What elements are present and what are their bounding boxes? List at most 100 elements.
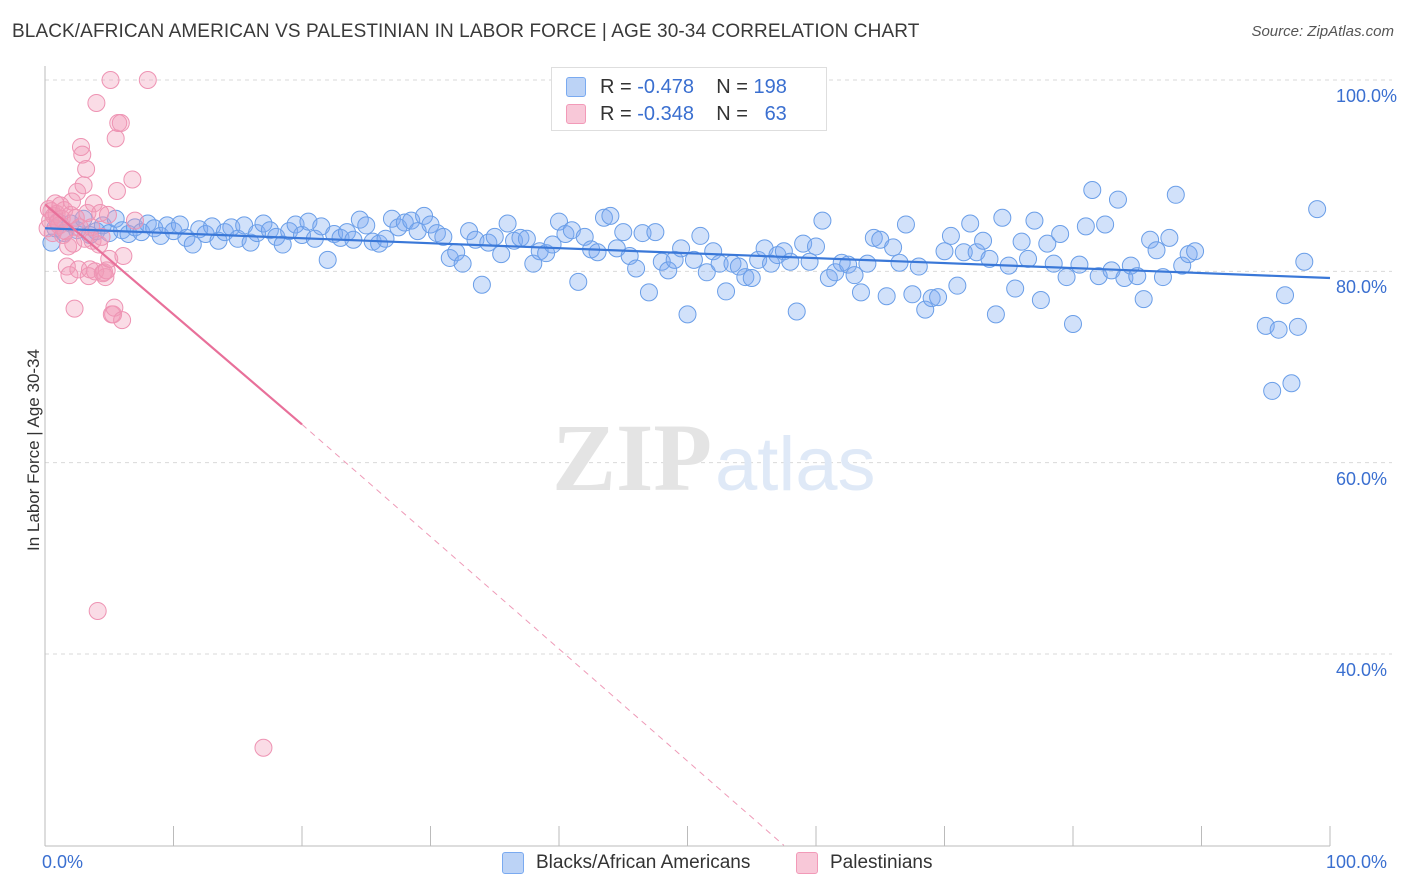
data-point-blacks bbox=[1134, 290, 1153, 309]
data-point-blacks bbox=[697, 263, 716, 282]
data-point-blacks bbox=[639, 283, 658, 302]
legend-n-value: 63 bbox=[764, 102, 787, 125]
data-point-blacks bbox=[851, 283, 870, 302]
legend-swatch-blue bbox=[502, 852, 524, 874]
data-point-blacks bbox=[614, 223, 633, 242]
data-point-blacks bbox=[1282, 374, 1301, 393]
data-point-blacks bbox=[729, 257, 748, 276]
grid-lines bbox=[45, 79, 1392, 655]
data-point-blacks bbox=[941, 226, 960, 245]
data-point-blacks bbox=[890, 253, 909, 272]
data-point-blacks bbox=[1096, 215, 1115, 234]
data-point-blacks bbox=[1031, 291, 1050, 310]
legend-row-blacks: R = -0.478 N = 198 bbox=[566, 74, 787, 100]
data-point-palestinians bbox=[113, 311, 132, 330]
data-point-blacks bbox=[993, 208, 1012, 227]
data-point-palestinians bbox=[65, 299, 84, 318]
legend-n-label: N = bbox=[716, 75, 748, 98]
data-point-blacks bbox=[633, 224, 652, 243]
legend-item-palestinians[interactable]: Palestinians bbox=[796, 852, 932, 874]
data-point-blacks bbox=[1025, 211, 1044, 230]
source-label: Source: ZipAtlas.com bbox=[1251, 23, 1394, 40]
data-point-blacks bbox=[1019, 249, 1038, 268]
data-point-blacks bbox=[1160, 228, 1179, 247]
data-point-palestinians bbox=[92, 227, 111, 246]
series-legend: Blacks/African Americans Palestinians bbox=[0, 852, 1406, 878]
data-point-blacks bbox=[691, 226, 710, 245]
data-point-blacks bbox=[974, 231, 993, 250]
data-point-blacks bbox=[1006, 279, 1025, 298]
data-point-blacks bbox=[717, 282, 736, 301]
data-point-blacks bbox=[1044, 254, 1063, 273]
data-point-blacks bbox=[1269, 320, 1288, 339]
data-point-palestinians bbox=[96, 268, 115, 287]
watermark-atlas: atlas bbox=[715, 422, 876, 507]
data-point-blacks bbox=[376, 229, 395, 248]
legend-label-palestinians: Palestinians bbox=[830, 852, 933, 873]
data-point-blacks bbox=[986, 305, 1005, 324]
data-point-blacks bbox=[1064, 314, 1082, 333]
data-point-blacks bbox=[954, 243, 973, 262]
data-point-blacks bbox=[1295, 252, 1314, 271]
data-point-blacks bbox=[1083, 181, 1102, 200]
data-point-blacks bbox=[845, 266, 864, 285]
data-point-blacks bbox=[588, 243, 607, 262]
data-point-blacks bbox=[498, 214, 517, 233]
data-point-blacks bbox=[787, 302, 806, 321]
data-point-blacks bbox=[646, 223, 665, 242]
y-tick-label: 60.0% bbox=[1336, 468, 1388, 489]
data-point-blacks bbox=[1070, 255, 1089, 274]
data-point-palestinians bbox=[77, 159, 96, 178]
legend-item-blacks[interactable]: Blacks/African Americans bbox=[502, 852, 750, 874]
data-point-blacks bbox=[1128, 267, 1147, 286]
legend-n-value: 198 bbox=[753, 75, 787, 98]
data-point-palestinians bbox=[84, 194, 103, 213]
data-point-blacks bbox=[903, 285, 922, 304]
data-point-blacks bbox=[1057, 268, 1076, 287]
series-palestinians bbox=[38, 71, 273, 757]
data-point-palestinians bbox=[97, 261, 116, 280]
data-point-blacks bbox=[1038, 234, 1057, 253]
data-point-blacks bbox=[357, 216, 376, 235]
data-point-blacks bbox=[254, 214, 273, 233]
data-point-palestinians bbox=[123, 170, 142, 189]
data-point-blacks bbox=[864, 228, 883, 247]
data-point-blacks bbox=[183, 235, 202, 254]
legend-swatch-pink bbox=[566, 104, 586, 124]
y-tick-label: 40.0% bbox=[1336, 660, 1388, 680]
data-point-blacks bbox=[807, 237, 825, 256]
legend-r-value: -0.478 bbox=[637, 75, 694, 98]
axes bbox=[44, 66, 1331, 847]
data-point-blacks bbox=[800, 252, 819, 271]
data-point-blacks bbox=[492, 245, 511, 264]
x-tick-label-min: 0.0% bbox=[42, 852, 84, 872]
data-point-blacks bbox=[1108, 190, 1127, 209]
legend-swatch-pink bbox=[796, 852, 818, 874]
data-point-blacks bbox=[601, 206, 620, 225]
data-point-blacks bbox=[659, 261, 678, 280]
data-point-palestinians bbox=[59, 237, 78, 256]
data-point-blacks bbox=[594, 208, 613, 227]
trend-line-palestinians-extension bbox=[301, 424, 785, 846]
data-point-palestinians bbox=[66, 208, 85, 227]
data-point-palestinians bbox=[68, 182, 87, 201]
data-point-blacks bbox=[485, 227, 504, 246]
data-point-palestinians bbox=[125, 211, 144, 230]
legend-n-label: N = bbox=[716, 102, 748, 125]
data-point-blacks bbox=[241, 233, 260, 252]
data-point-blacks bbox=[736, 268, 755, 287]
data-point-blacks bbox=[1276, 286, 1295, 305]
data-point-blacks bbox=[1051, 225, 1070, 244]
trend-lines bbox=[44, 203, 1331, 846]
data-point-blacks bbox=[1186, 242, 1205, 261]
data-point-blacks bbox=[929, 288, 948, 307]
y-tick-label: 80.0% bbox=[1336, 277, 1388, 298]
data-point-blacks bbox=[434, 227, 453, 246]
data-point-blacks bbox=[260, 221, 279, 240]
data-point-palestinians bbox=[60, 266, 79, 285]
data-point-blacks bbox=[627, 259, 646, 278]
data-point-blacks bbox=[1141, 230, 1160, 249]
data-point-palestinians bbox=[101, 71, 120, 89]
data-point-blacks bbox=[472, 275, 491, 294]
